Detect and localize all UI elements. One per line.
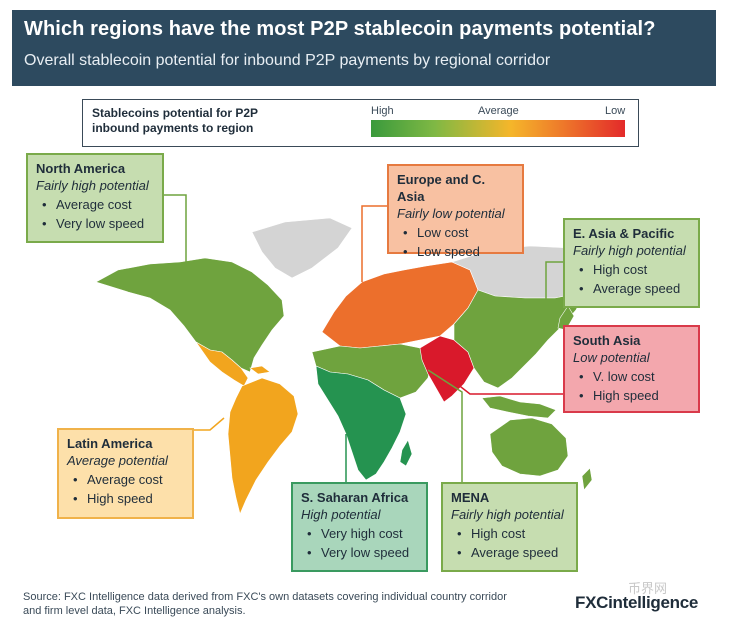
region-potential: Fairly low potential [397, 206, 505, 221]
region-potential: Average potential [67, 453, 168, 468]
legend-gradient-bar [371, 120, 625, 137]
page-title: Which regions have the most P2P stableco… [24, 18, 656, 40]
legend-average-label: Average [478, 105, 519, 117]
speed-bullet: Very low speed [307, 543, 418, 562]
new-zealand-shape [581, 467, 593, 491]
legend: Stablecoins potential for P2P inbound pa… [82, 99, 639, 147]
region-potential: Fairly high potential [573, 243, 686, 258]
speed-bullet: High speed [73, 489, 184, 508]
source-note: Source: FXC Intelligence data derived fr… [23, 591, 507, 617]
region-name: South Asia [573, 333, 641, 348]
north-america-connector [164, 194, 187, 262]
east-asia-shape [453, 289, 586, 389]
cost-bullet: High cost [457, 524, 568, 543]
region-name: North America [36, 161, 126, 176]
cost-bullet: Average cost [42, 195, 154, 214]
speed-bullet: Low speed [403, 242, 514, 261]
cost-bullet: V. low cost [579, 367, 690, 386]
mena-connector [427, 369, 463, 482]
madagascar-shape [399, 439, 413, 467]
speed-bullet: High speed [579, 386, 690, 405]
region-card-south-asia: South Asia Low potential V. low costHigh… [563, 325, 700, 413]
page-subtitle: Overall stablecoin potential for inbound… [24, 52, 551, 69]
speed-bullet: Average speed [457, 543, 568, 562]
region-potential: Low potential [573, 350, 650, 365]
region-card-east-asia: E. Asia & Pacific Fairly high potential … [563, 218, 700, 308]
sub-saharan-africa-shape [315, 365, 407, 481]
cost-bullet: High cost [579, 260, 690, 279]
region-potential: Fairly high potential [451, 507, 564, 522]
north-america-shape [95, 257, 285, 373]
region-card-latin-america: Latin America Average potential Average … [57, 428, 194, 519]
australia-shape [489, 417, 569, 477]
central-america-shape [195, 341, 249, 387]
region-name: Latin America [67, 436, 153, 451]
speed-bullet: Very low speed [42, 214, 154, 233]
region-card-mena: MENA Fairly high potential High costAver… [441, 482, 578, 572]
speed-bullet: Average speed [579, 279, 690, 298]
east-asia-connector [545, 261, 563, 300]
europe-connector [361, 205, 387, 282]
cost-bullet: Very high cost [307, 524, 418, 543]
southeast-asia-islands-shape [481, 395, 557, 419]
region-name: MENA [451, 490, 490, 505]
header-banner: Which regions have the most P2P stableco… [12, 10, 716, 86]
fxc-intelligence-logo: FXCintelligence [575, 593, 699, 612]
legend-low-label: Low [605, 105, 626, 117]
cost-bullet: Average cost [73, 470, 184, 489]
latin-america-connector [194, 417, 225, 431]
japan-shape [557, 305, 575, 331]
south-america-shape [227, 377, 299, 515]
region-card-europe: Europe and C. Asia Fairly low potential … [387, 164, 524, 261]
cost-bullet: Low cost [403, 223, 514, 242]
region-name: S. Saharan Africa [301, 490, 409, 505]
greenland-shape [251, 217, 353, 279]
watermark: 币界网 [628, 581, 668, 596]
region-potential: High potential [301, 507, 381, 522]
region-card-sub-saharan-africa: S. Saharan Africa High potential Very hi… [291, 482, 428, 572]
legend-title: Stablecoins potential for P2P inbound pa… [92, 106, 259, 135]
caribbean-shape [249, 365, 271, 375]
south-asia-connector [451, 379, 563, 395]
region-card-north-america: North America Fairly high potential Aver… [26, 153, 164, 243]
connector-lines [164, 194, 563, 482]
region-potential: Fairly high potential [36, 178, 149, 193]
legend-high-label: High [371, 105, 394, 117]
region-name: E. Asia & Pacific [573, 226, 675, 241]
region-name: Europe and C. Asia [397, 172, 486, 204]
